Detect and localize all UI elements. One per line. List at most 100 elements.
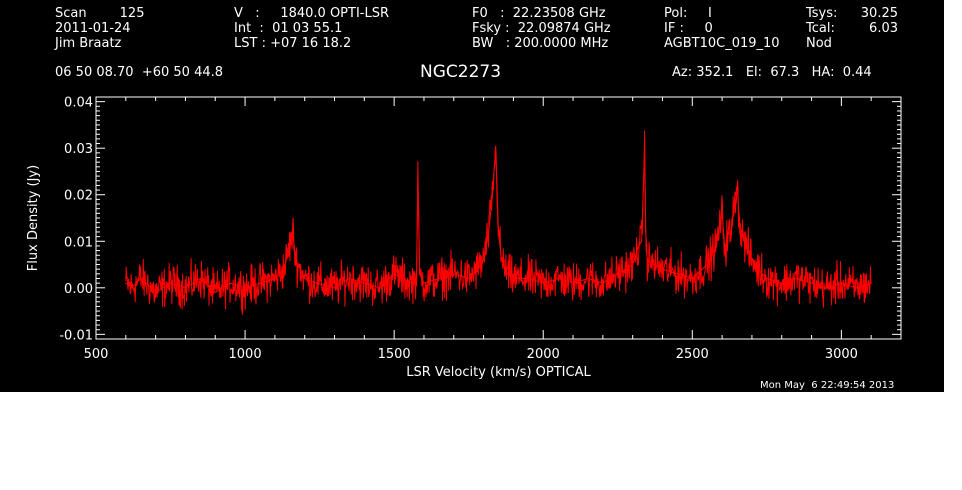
spectrum-point xyxy=(500,259,503,261)
spectrum-point xyxy=(766,277,768,280)
spectrum-point xyxy=(496,184,498,187)
spectrum-point xyxy=(721,212,723,214)
tick-layer: 500 1000 1500 2000 2500 3000 -0.01 0.00 0.01 0.02… xyxy=(59,96,902,362)
spectrum-point xyxy=(289,245,291,247)
spectrum-point xyxy=(274,277,276,280)
spectrum-point xyxy=(691,277,693,280)
spectrum-point xyxy=(316,282,318,284)
spectrum-point xyxy=(587,277,589,280)
spectrum-point xyxy=(676,273,678,275)
project-label: AGBT10C_019_10 xyxy=(664,36,780,51)
spectrum-point xyxy=(283,268,285,270)
rest-frequency-label: F0 : 22.23508 GHz xyxy=(472,6,606,21)
tsys-value: 30.25 xyxy=(860,6,898,21)
lst-label: LST : +07 16 18.2 xyxy=(234,36,352,51)
spectrum-point xyxy=(363,282,365,284)
spectrum-point xyxy=(292,231,294,233)
spectrum-point xyxy=(482,259,485,261)
coordinates-label: 06 50 08.70 +60 50 44.8 xyxy=(55,65,224,80)
spectrum-point xyxy=(417,170,419,173)
polarization-label: Pol: I xyxy=(664,6,712,21)
spectrum-point xyxy=(652,263,655,266)
spectrum-point xyxy=(348,277,351,280)
integration-label: Int : 01 03 55.1 xyxy=(234,21,343,36)
spectrum-point xyxy=(125,282,127,284)
trace-layer xyxy=(125,130,872,315)
spectrum-point xyxy=(408,282,410,284)
bandwidth-label: BW : 200.0000 MHz xyxy=(472,36,609,51)
x-tick-label: 2000 xyxy=(527,347,560,362)
spectrum-point xyxy=(641,240,643,242)
spectrum-chart: 500 1000 1500 2000 2500 3000 -0.01 0.00 0.01 0.02… xyxy=(26,96,902,380)
spectrum-point xyxy=(542,282,544,284)
spectrum-point xyxy=(739,226,741,228)
spectrum-point xyxy=(727,231,729,233)
if-label: IF : 0 xyxy=(664,21,713,36)
spectrum-point xyxy=(491,194,494,196)
spectrum-point xyxy=(736,184,738,187)
spectrum-point xyxy=(477,268,479,270)
y-tick-label: 0.02 xyxy=(64,189,93,204)
y-tick-label: 0.00 xyxy=(64,282,93,297)
velocity-label: V : 1840.0 OPTI-LSR xyxy=(234,6,390,21)
y-tick-label: 0.04 xyxy=(64,96,93,111)
spectrum-point xyxy=(415,277,418,280)
spectrum-point xyxy=(796,277,798,280)
tcal-value: 6.03 xyxy=(869,21,898,36)
scan-label: Scan 125 xyxy=(55,6,145,21)
spectrum-point xyxy=(730,236,732,238)
spectrum-point xyxy=(140,277,142,280)
y-tick-label: -0.01 xyxy=(59,328,93,343)
spectrum-point xyxy=(184,287,187,289)
spectrum-point xyxy=(781,282,783,284)
source-name: NGC2273 xyxy=(420,62,502,82)
spectrum-point xyxy=(751,259,753,261)
spectrum-point xyxy=(378,287,380,289)
y-tick-label: 0.01 xyxy=(64,235,93,250)
spectrum-point xyxy=(418,273,421,275)
x-tick-label: 1000 xyxy=(229,347,262,362)
spectrum-point xyxy=(706,263,708,266)
spectrum-point xyxy=(295,259,297,261)
x-tick-label: 2500 xyxy=(676,347,709,362)
spectrum-point xyxy=(617,273,619,275)
spectrum-point xyxy=(453,273,455,275)
spectrum-point xyxy=(527,277,529,280)
spectrum-point xyxy=(638,245,640,247)
spectrum-point xyxy=(199,277,201,280)
x-tick-label: 3000 xyxy=(825,347,858,362)
spectrum-point xyxy=(259,282,261,284)
spectrum-point xyxy=(506,273,509,275)
spectrum-point xyxy=(840,282,842,284)
y-axis-title: Flux Density (Jy) xyxy=(26,165,41,271)
x-tick-label: 1500 xyxy=(378,347,411,362)
spectrum-point xyxy=(810,282,813,284)
spectrum-point xyxy=(572,282,574,284)
spectrum-point xyxy=(155,291,157,294)
observer-label: Jim Braatz xyxy=(55,36,122,51)
spectrum-point xyxy=(745,245,747,247)
x-tick-label: 500 xyxy=(84,347,109,362)
mode-label: Nod xyxy=(806,36,832,51)
spectrum-point xyxy=(304,277,306,280)
y-tick-label: 0.03 xyxy=(64,142,93,157)
spectrum-point xyxy=(557,277,559,280)
spectrum-point xyxy=(494,147,497,149)
spectrum-point xyxy=(855,287,857,289)
plot-panel: Scan 125 2011-01-24 Jim Braatz V : 1840.… xyxy=(0,0,944,392)
spectrum-point xyxy=(497,231,500,233)
spectrum-point xyxy=(487,236,489,238)
spectrum-point xyxy=(632,263,634,266)
x-axis-title: LSR Velocity (km/s) OPTICAL xyxy=(406,365,591,380)
spectrum-point xyxy=(131,287,133,289)
spectrum-point xyxy=(757,268,759,270)
spectrum-point xyxy=(244,287,246,289)
spectrum-point xyxy=(870,282,872,284)
spectrum-point xyxy=(169,282,172,284)
spectrum-point xyxy=(724,249,726,252)
spectrum-series-line xyxy=(125,148,872,294)
spectrum-point xyxy=(468,277,470,280)
az-el-ha-label: Az: 352.1 El: 67.3 HA: 0.44 xyxy=(672,65,872,80)
spectrum-trace-noise xyxy=(125,130,872,315)
spectrum-point xyxy=(512,277,515,280)
